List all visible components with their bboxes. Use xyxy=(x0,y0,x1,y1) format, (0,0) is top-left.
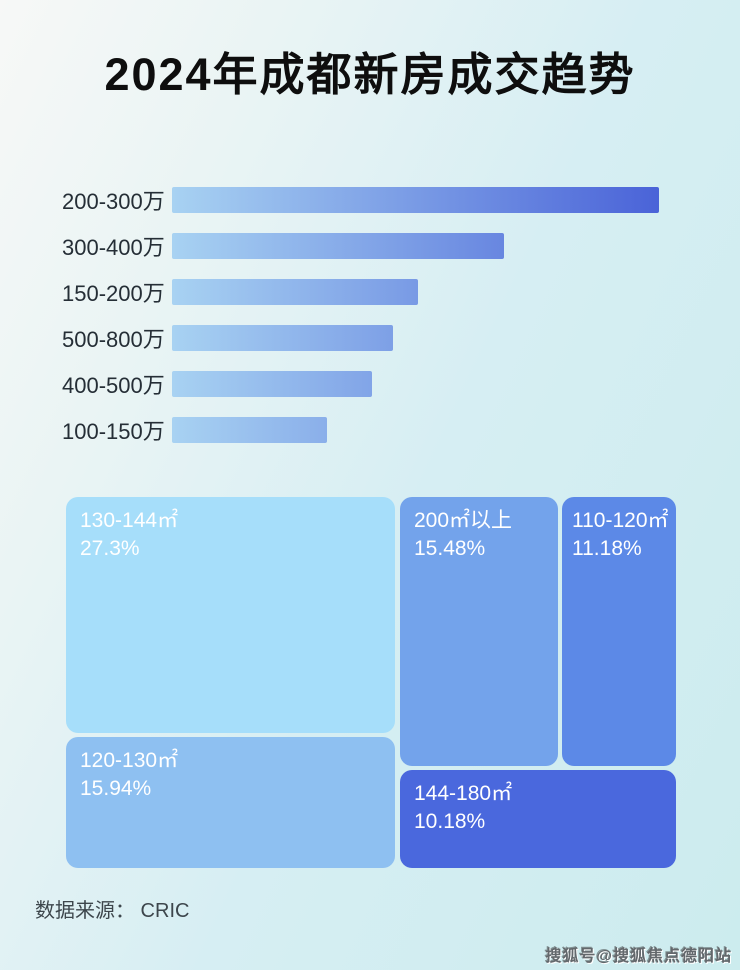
bar-300-400 xyxy=(172,233,504,259)
bar-150-200 xyxy=(172,279,418,305)
treemap-cell-130-144: 130-144㎡ 27.3% xyxy=(66,497,395,733)
treemap-cell-percent: 10.18% xyxy=(414,810,486,834)
treemap-cell-144-180: 144-180㎡ 10.18% xyxy=(400,770,676,868)
treemap-cell-percent: 11.18% xyxy=(572,537,642,561)
bar-200-300 xyxy=(172,187,659,213)
data-source-note: 数据来源： CRIC xyxy=(35,900,190,922)
bar-row: 300-400万 xyxy=(62,223,682,269)
bar-row: 400-500万 xyxy=(62,361,682,407)
treemap-cell-label: 130-144㎡ xyxy=(80,509,179,532)
bar-category-label: 200-300万 xyxy=(62,189,165,214)
bar-category-label: 400-500万 xyxy=(62,373,165,398)
bar-category-label: 100-150万 xyxy=(62,419,165,444)
bar-500-800 xyxy=(172,325,393,351)
treemap-cell-label: 110-120㎡ xyxy=(572,509,669,532)
watermark-sohu: 搜狐号@搜狐焦点德阳站 xyxy=(545,948,732,965)
bar-category-label: 300-400万 xyxy=(62,235,165,260)
treemap-cell-110-120: 110-120㎡ 11.18% xyxy=(562,497,676,766)
bar-row: 200-300万 xyxy=(62,177,682,223)
area-share-treemap: 130-144㎡ 27.3% 120-130㎡ 15.94% 200㎡以上 15… xyxy=(66,497,676,868)
treemap-cell-percent: 15.48% xyxy=(414,537,486,561)
treemap-cell-percent: 27.3% xyxy=(80,537,140,561)
bar-row: 500-800万 xyxy=(62,315,682,361)
page-title: 2024年成都新房成交趋势 xyxy=(104,49,636,100)
price-band-bar-chart: 200-300万 300-400万 150-200万 500-800万 400-… xyxy=(62,177,682,453)
treemap-cell-percent: 15.94% xyxy=(80,777,152,801)
treemap-cell-120-130: 120-130㎡ 15.94% xyxy=(66,737,395,868)
bar-row: 100-150万 xyxy=(62,407,682,453)
treemap-cell-label: 144-180㎡ xyxy=(414,782,513,805)
treemap-cell-label: 200㎡以上 xyxy=(414,509,513,532)
bar-category-label: 500-800万 xyxy=(62,327,165,352)
bar-row: 150-200万 xyxy=(62,269,682,315)
bar-category-label: 150-200万 xyxy=(62,281,165,306)
treemap-cell-200-plus: 200㎡以上 15.48% xyxy=(400,497,558,766)
treemap-cell-label: 120-130㎡ xyxy=(80,749,179,772)
bar-400-500 xyxy=(172,371,372,397)
bar-100-150 xyxy=(172,417,327,443)
